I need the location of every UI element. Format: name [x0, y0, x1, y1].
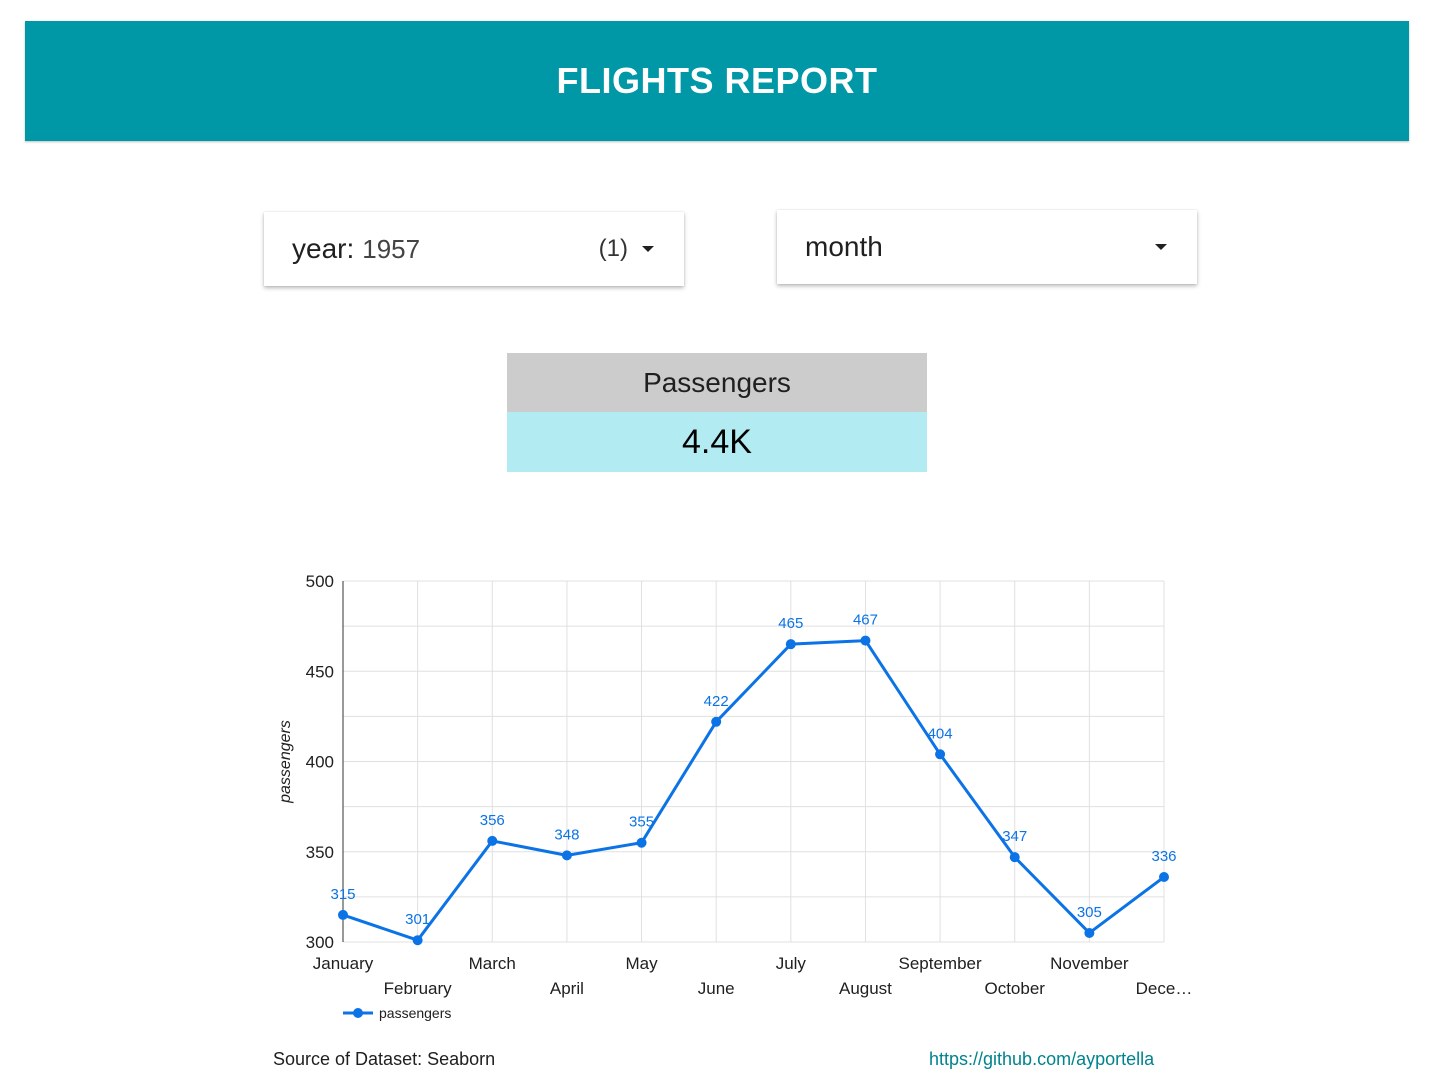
data-label: 422 — [704, 693, 729, 710]
report-header: FLIGHTS REPORT — [25, 21, 1409, 141]
data-point — [785, 639, 796, 650]
legend-label: passengers — [379, 1005, 451, 1021]
x-tick-label: April — [550, 979, 584, 998]
x-tick-label: November — [1050, 954, 1129, 973]
legend-marker-icon — [353, 1008, 363, 1018]
github-link[interactable]: https://github.com/ayportella — [929, 1049, 1155, 1069]
data-label: 355 — [629, 814, 654, 831]
x-tick-label: September — [899, 954, 982, 973]
data-label: 347 — [1002, 828, 1027, 845]
x-tick-label: June — [698, 979, 735, 998]
data-label: 404 — [928, 725, 953, 742]
year-filter-value: 1957 — [362, 233, 421, 264]
x-tick-label: Dece… — [1136, 979, 1193, 998]
data-label: 305 — [1077, 904, 1102, 921]
x-tick-label: July — [776, 954, 807, 973]
y-tick-label: 450 — [306, 662, 334, 681]
data-point — [412, 935, 423, 946]
y-tick-label: 350 — [306, 843, 334, 862]
chevron-down-icon — [1155, 244, 1167, 250]
passengers-scorecard: Passengers 4.4K — [507, 353, 927, 472]
data-label: 336 — [1151, 848, 1176, 865]
y-tick-label: 400 — [306, 753, 334, 772]
data-point — [935, 749, 946, 760]
month-filter-dropdown[interactable]: month — [777, 210, 1197, 284]
x-tick-label: May — [625, 954, 658, 973]
data-label: 348 — [554, 826, 579, 843]
scorecard-label: Passengers — [507, 353, 927, 412]
data-point — [487, 835, 498, 846]
x-tick-label: March — [469, 954, 516, 973]
data-label: 356 — [480, 812, 505, 829]
y-tick-label: 500 — [306, 572, 334, 591]
chevron-down-icon — [642, 246, 654, 252]
x-tick-label: October — [984, 979, 1045, 998]
dataset-source-text: Source of Dataset: Seaborn — [273, 1049, 496, 1069]
data-point — [1159, 872, 1169, 883]
y-axis-title: passengers — [277, 720, 294, 804]
x-tick-label: January — [313, 954, 374, 973]
y-tick-label: 300 — [306, 933, 334, 952]
data-label: 315 — [330, 886, 355, 903]
series-line-passengers — [342, 639, 1165, 942]
passengers-line-chart: 300 350 400 450 500 passengers January February… — [277, 572, 1193, 1021]
data-point — [561, 850, 572, 861]
report-title: FLIGHTS REPORT — [556, 60, 878, 101]
data-label: 465 — [778, 615, 803, 632]
data-point — [1009, 852, 1020, 863]
data-point — [860, 635, 871, 646]
month-filter-label: month — [805, 231, 883, 262]
year-filter-dropdown[interactable]: year: 1957 (1) — [264, 212, 684, 286]
scorecard-value: 4.4K — [507, 412, 927, 472]
year-filter-label: year: — [292, 233, 355, 264]
x-tick-label: February — [384, 979, 453, 998]
x-tick-label: August — [839, 979, 892, 998]
data-point — [1084, 927, 1095, 938]
data-point — [338, 909, 348, 920]
data-point — [636, 837, 647, 848]
data-point — [711, 716, 722, 727]
data-label: 467 — [853, 612, 878, 629]
data-label: 301 — [405, 911, 430, 928]
year-filter-count: (1) — [598, 235, 628, 262]
